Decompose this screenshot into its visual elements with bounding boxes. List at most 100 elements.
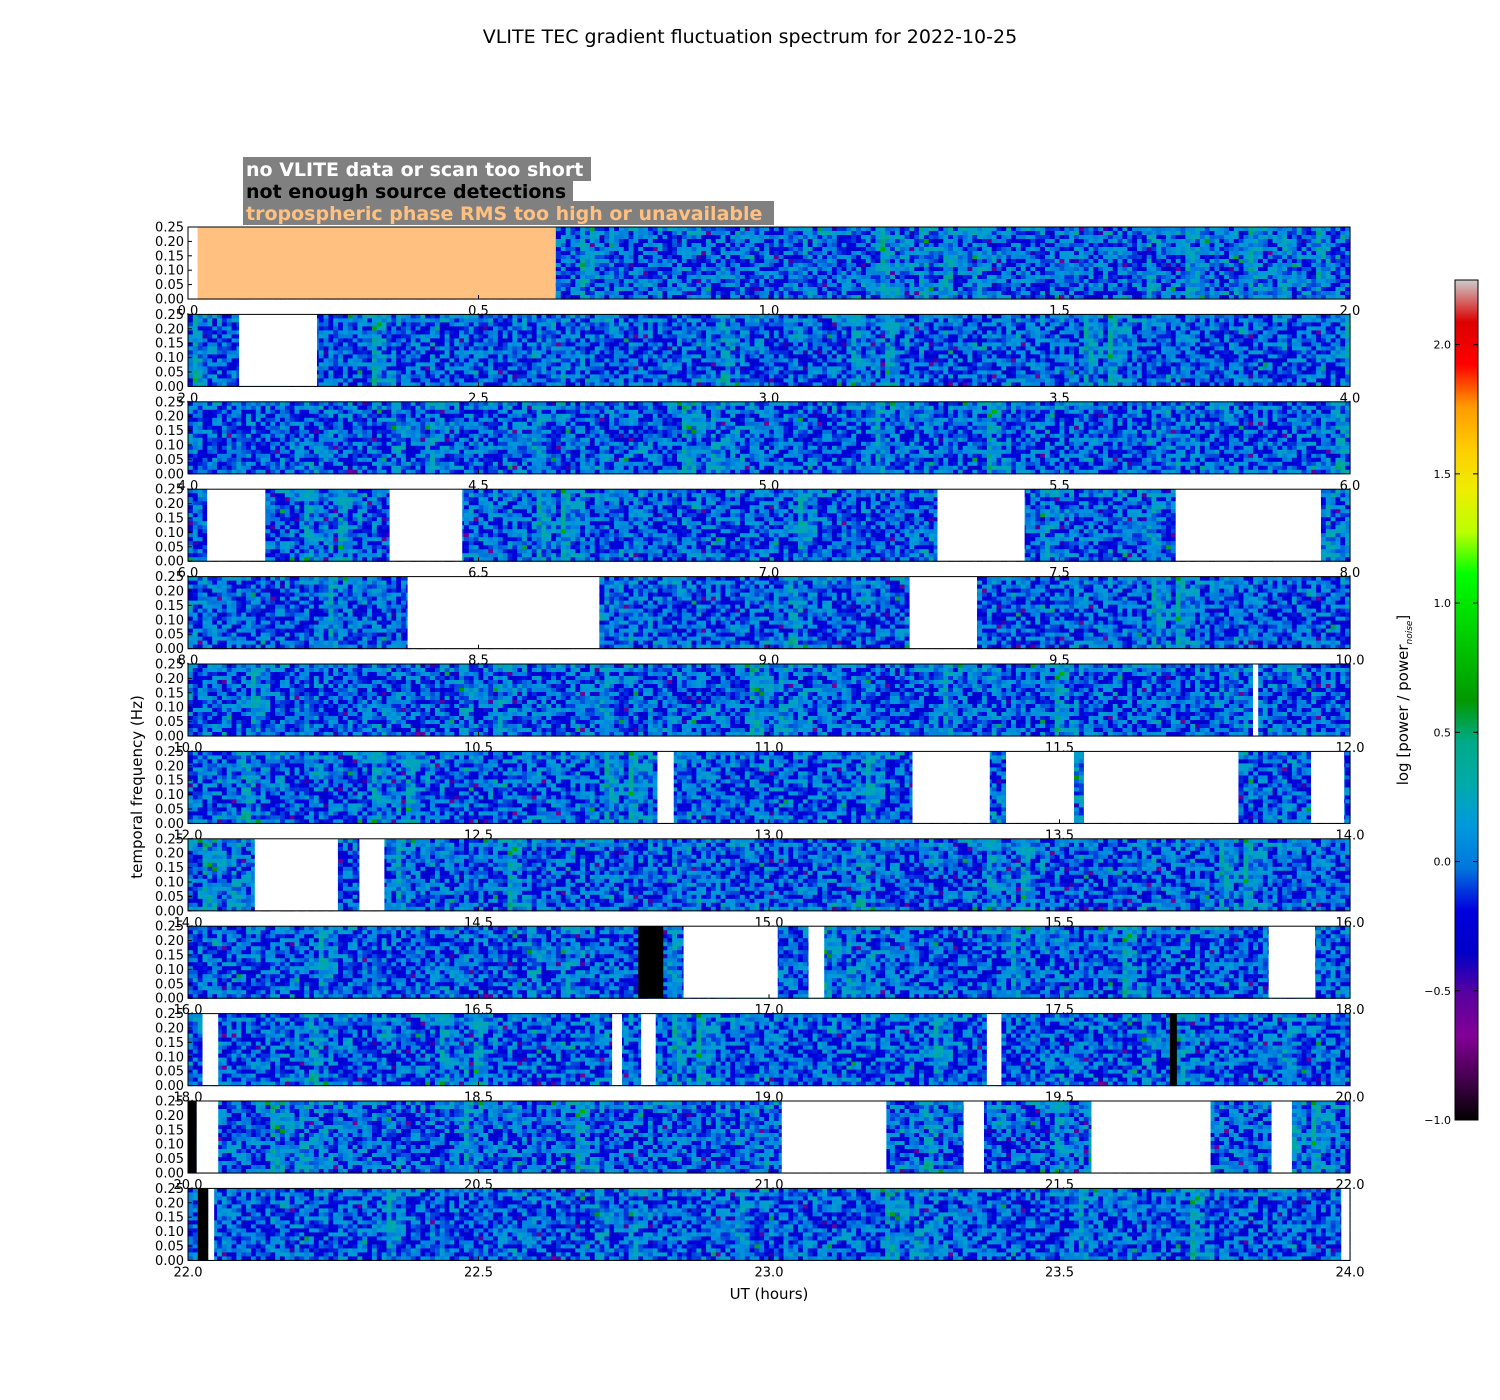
heatmap-cell (595, 247, 600, 252)
heatmap-cell (754, 239, 759, 244)
heatmap-cell (677, 239, 682, 244)
heatmap-cell (643, 243, 648, 248)
heatmap-cell (653, 263, 658, 268)
heatmap-cell (769, 239, 774, 244)
heatmap-cell (638, 235, 643, 240)
heatmap-cell (682, 287, 687, 292)
heatmap-cell (677, 259, 682, 264)
heatmap-cell (711, 263, 716, 268)
heatmap-cell (706, 267, 711, 272)
heatmap-cell (566, 279, 571, 284)
heatmap-cell (648, 271, 653, 276)
heatmap-cell (711, 275, 716, 280)
heatmap-cell (711, 235, 716, 240)
heatmap-cell (696, 227, 701, 232)
heatmap-cell (648, 259, 653, 264)
heatmap-cell (706, 251, 711, 256)
heatmap-cell (725, 275, 730, 280)
heatmap-cell (609, 291, 614, 296)
heatmap-cell (614, 227, 619, 232)
heatmap-cell (638, 231, 643, 236)
heatmap-cell (609, 231, 614, 236)
heatmap-cell (653, 243, 658, 248)
heatmap-cell (692, 231, 697, 236)
heatmap-cell (609, 251, 614, 256)
heatmap-cell (774, 227, 779, 232)
heatmap-cell (677, 283, 682, 288)
heatmap-cell (754, 263, 759, 268)
heatmap-cell (769, 247, 774, 252)
heatmap-cell (643, 259, 648, 264)
heatmap-cell (561, 255, 566, 260)
heatmap-cell (629, 259, 634, 264)
heatmap-cell (692, 251, 697, 256)
heatmap-cell (590, 259, 595, 264)
heatmap-cell (595, 267, 600, 272)
heatmap-cell (600, 263, 605, 268)
heatmap-cell (556, 291, 561, 296)
heatmap-cell (556, 235, 561, 240)
heatmap-cell (706, 259, 711, 264)
heatmap-cell (716, 259, 721, 264)
heatmap-cell (585, 271, 590, 276)
heatmap-cell (764, 263, 769, 268)
heatmap-cell (706, 247, 711, 252)
heatmap-cell (672, 259, 677, 264)
heatmap-cell (643, 251, 648, 256)
heatmap-cell (614, 231, 619, 236)
heatmap-cell (706, 231, 711, 236)
heatmap-cell (711, 279, 716, 284)
heatmap-cell (687, 243, 692, 248)
heatmap-cell (721, 279, 726, 284)
heatmap-cell (566, 267, 571, 272)
heatmap-cell (648, 275, 653, 280)
heatmap-cell (600, 291, 605, 296)
heatmap-cell (580, 239, 585, 244)
heatmap-cell (696, 235, 701, 240)
heatmap-cell (624, 251, 629, 256)
heatmap-cell (653, 235, 658, 240)
heatmap-cell (730, 287, 735, 292)
heatmap-cell (619, 275, 624, 280)
heatmap-cell (754, 259, 759, 264)
heatmap-cell (609, 271, 614, 276)
heatmap-cell (745, 239, 750, 244)
heatmap-cell (570, 291, 575, 296)
heatmap-cell (624, 263, 629, 268)
heatmap-cell (759, 227, 764, 232)
heatmap-cell (604, 267, 609, 272)
heatmap-cell (759, 279, 764, 284)
heatmap-cell (672, 227, 677, 232)
heatmap-cell (692, 243, 697, 248)
heatmap-cell (619, 243, 624, 248)
heatmap-cell (764, 287, 769, 292)
heatmap-cell (696, 263, 701, 268)
heatmap-cell (570, 287, 575, 292)
heatmap-cell (556, 263, 561, 268)
heatmap-cell (692, 271, 697, 276)
heatmap-cell (643, 239, 648, 244)
heatmap-cell (643, 271, 648, 276)
heatmap-cell (740, 275, 745, 280)
heatmap-cell (619, 235, 624, 240)
heatmap-cell (764, 231, 769, 236)
heatmap-cell (633, 231, 638, 236)
heatmap-cell (735, 291, 740, 296)
heatmap-cell (677, 243, 682, 248)
heatmap-cell (687, 291, 692, 296)
heatmap-cell (667, 259, 672, 264)
heatmap-cell (687, 251, 692, 256)
heatmap-cell (769, 251, 774, 256)
heatmap-cell (653, 251, 658, 256)
heatmap-cell (619, 271, 624, 276)
heatmap-cell (590, 263, 595, 268)
heatmap-cell (604, 255, 609, 260)
heatmap-cell (624, 235, 629, 240)
heatmap-cell (667, 231, 672, 236)
heatmap-cell (570, 231, 575, 236)
heatmap-cell (658, 271, 663, 276)
heatmap-cell (585, 291, 590, 296)
heatmap-cell (711, 259, 716, 264)
heatmap-cell (633, 255, 638, 260)
heatmap-cell (750, 271, 755, 276)
